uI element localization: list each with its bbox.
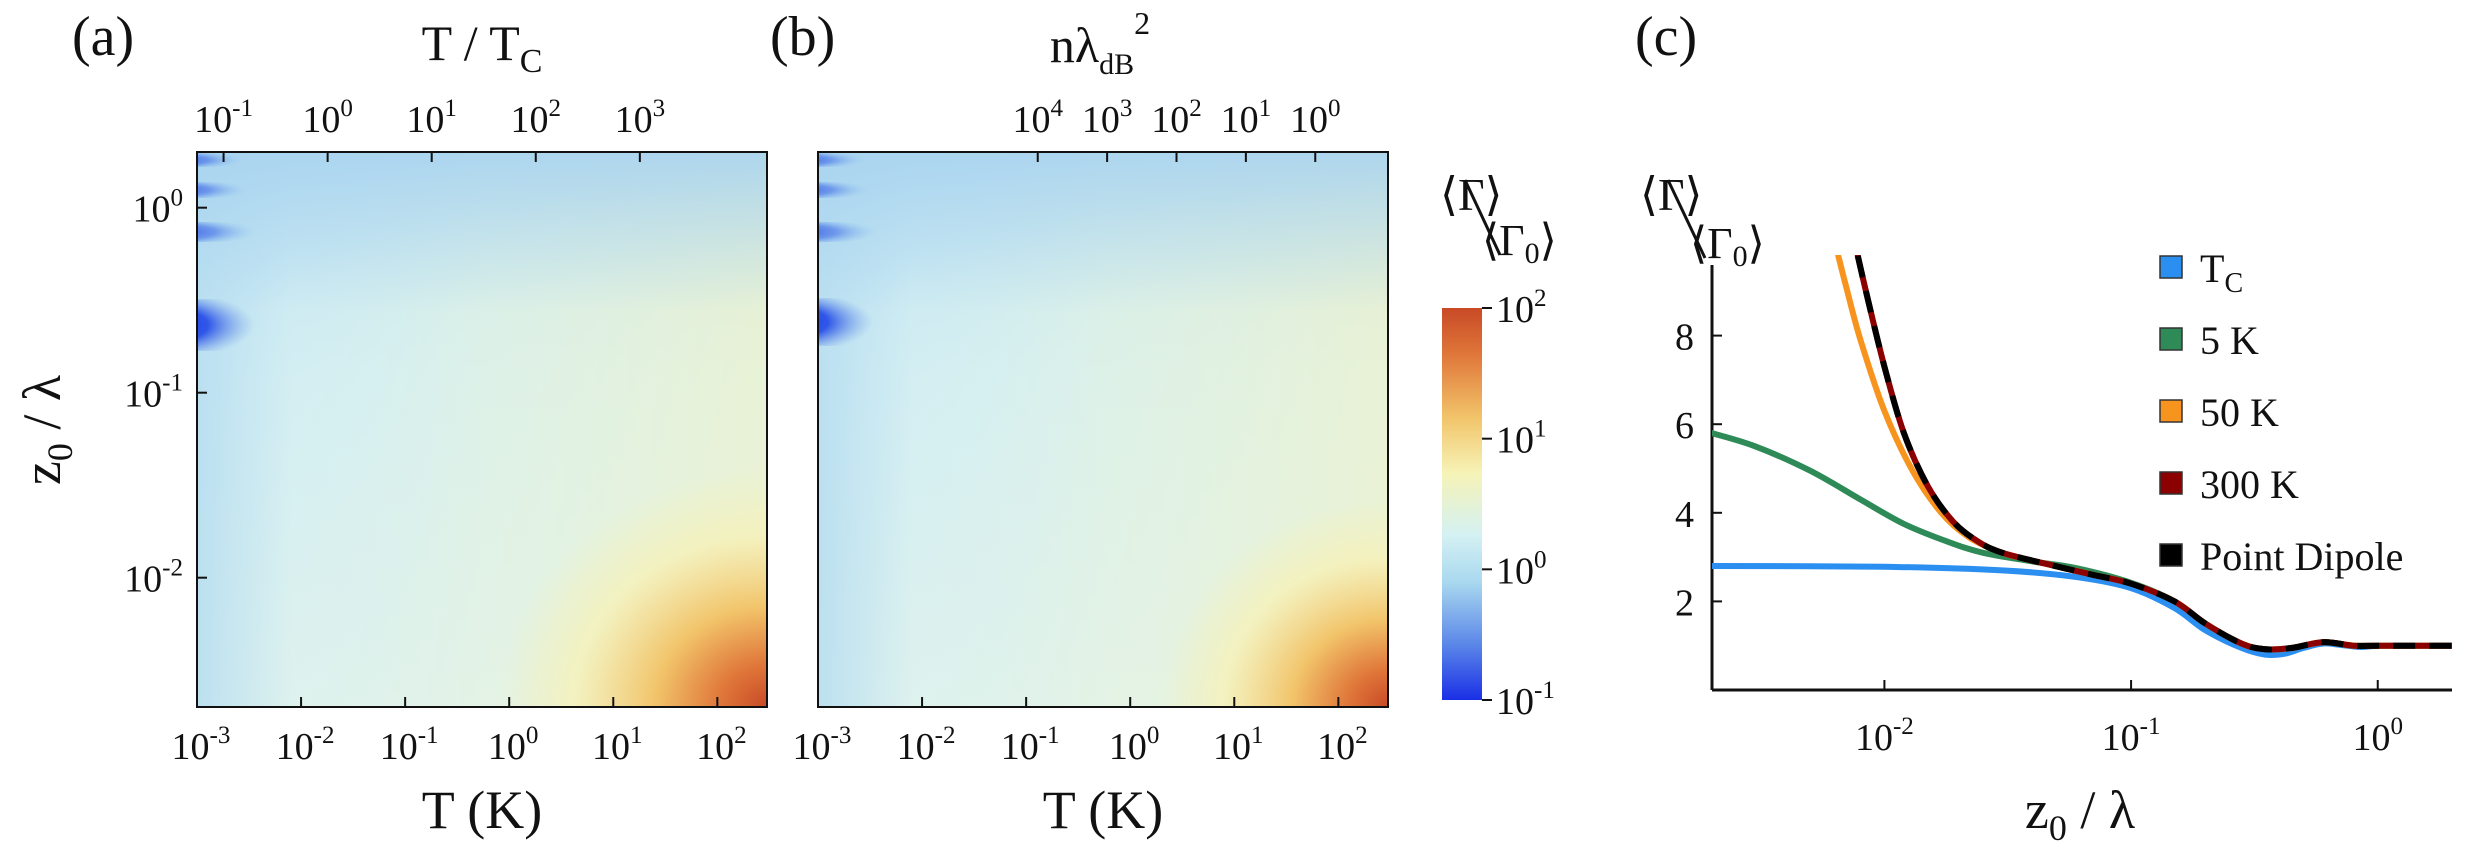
x-tick-label: 10-2 — [897, 722, 956, 768]
y-tick-label: 10-1 — [124, 370, 183, 416]
y-axis-label-c-denominator: ⟨Γ0⟩ — [1690, 219, 1765, 273]
colorbar-ticks: 102 101 100 10-1 — [1482, 285, 1555, 723]
panel-label-c: (c) — [1635, 6, 1697, 68]
plot-frame — [196, 151, 768, 708]
x-tick-label-c: 10-1 — [2102, 713, 2161, 759]
x-tick-label: 100 — [488, 722, 539, 768]
x-tick-label: 101 — [592, 722, 643, 768]
top-tick-label: 103 — [615, 95, 666, 141]
colorbar-label-slash — [1463, 179, 1502, 256]
y-tick-label-c: 8 — [1675, 317, 1694, 359]
top-tick-label: 102 — [1151, 95, 1202, 141]
x-ticks-b: 10-3 10-2 10-1 100 101 102 — [793, 151, 1389, 768]
top-tick-label: 102 — [511, 95, 562, 141]
panel-label-a: (a) — [72, 6, 134, 68]
x-tick-label-c: 10-2 — [1855, 713, 1914, 759]
heatmap-b — [818, 152, 1388, 707]
heatmap-a — [197, 152, 767, 707]
legend-label: TC — [2200, 246, 2243, 299]
y-tick-label-c: 6 — [1675, 405, 1694, 447]
legend-swatch — [2159, 543, 2183, 567]
top-tick-label: 101 — [1221, 95, 1272, 141]
series-line-300-k — [1854, 255, 2452, 653]
colorbar-tick-label: 10-1 — [1496, 677, 1555, 723]
y-tick-label-c: 2 — [1675, 582, 1694, 624]
colorbar-tick-label: 101 — [1496, 416, 1547, 462]
legend-label: Point Dipole — [2200, 534, 2403, 579]
x-tick-label: 10-3 — [172, 722, 231, 768]
top-ticks-a: 10-1 100 101 102 103 — [194, 95, 665, 162]
x-axis-label-a: T (K) — [422, 780, 542, 840]
x-tick-label: 10-3 — [793, 722, 852, 768]
x-tick-label: 10-1 — [1001, 722, 1060, 768]
x-tick-label: 10-1 — [380, 722, 439, 768]
legend-label: 50 K — [2200, 390, 2279, 435]
top-tick-label: 100 — [1290, 95, 1341, 141]
panel-a: (a) 10-3 10-2 10-1 100 101 102 10-1 100 101 102 1… — [12, 6, 768, 840]
top-tick-label: 100 — [302, 95, 353, 141]
top-axis-label-b: nλdB2 — [1050, 5, 1150, 81]
x-tick-label: 100 — [1109, 722, 1160, 768]
legend-swatch — [2159, 327, 2183, 351]
colorbar-gradient — [1442, 308, 1482, 700]
plot-frame — [817, 151, 1389, 708]
lines-c — [1712, 255, 2452, 659]
legend-c: TC 5 K 50 K 300 K Point Dipole — [2159, 246, 2403, 579]
legend-label: 300 K — [2200, 462, 2299, 507]
series-line-point-dipole — [1854, 255, 2452, 653]
y-axis-label-a: z0 / λ — [12, 375, 80, 485]
colorbar-tick-label: 100 — [1496, 546, 1547, 592]
x-tick-label: 10-2 — [276, 722, 335, 768]
x-axis-label-b: T (K) — [1043, 780, 1163, 840]
panel-b: (b) 10-3 10-2 10-1 100 101 102 104 103 102 101 10… — [770, 5, 1557, 840]
x-tick-label: 102 — [1317, 722, 1368, 768]
top-tick-label: 10-1 — [194, 95, 253, 141]
y-ticks-a: 100 10-1 10-2 — [124, 185, 207, 601]
x-ticks-c: 10-2 10-1 100 — [1855, 680, 2403, 759]
top-axis-label-a: T / TC — [422, 15, 543, 80]
x-tick-label: 101 — [1213, 722, 1264, 768]
panel-c: (c) 2 4 6 8 10-2 10-1 100 TC 5 K 50 K 300 K Point… — [1635, 6, 2452, 848]
x-axis-label-c: z0 / λ — [2025, 780, 2135, 848]
x-tick-label-c: 100 — [2352, 713, 2403, 759]
y-tick-label-c: 4 — [1675, 494, 1694, 536]
y-ticks-c: 2 4 6 8 — [1675, 317, 1722, 624]
x-tick-label: 102 — [696, 722, 747, 768]
legend-swatch — [2159, 399, 2183, 423]
legend-label: 5 K — [2200, 318, 2259, 363]
y-axis-label-c-slash — [1666, 179, 1707, 259]
x-ticks-a: 10-3 10-2 10-1 100 101 102 — [172, 151, 768, 768]
y-tick-label: 100 — [132, 185, 183, 231]
top-tick-label: 103 — [1082, 95, 1133, 141]
legend-swatch — [2159, 255, 2183, 279]
y-tick-label: 10-2 — [124, 555, 183, 601]
top-tick-label: 104 — [1012, 95, 1063, 141]
colorbar-tick-label: 102 — [1496, 285, 1547, 331]
legend-swatch — [2159, 471, 2183, 495]
colorbar-label-denominator: ⟨Γ0⟩ — [1482, 216, 1557, 270]
panel-label-b: (b) — [770, 6, 835, 68]
y-axis-label-c-numerator: ⟨Γ⟩ — [1640, 169, 1703, 220]
top-tick-label: 101 — [406, 95, 457, 141]
top-ticks-b: 104 103 102 101 100 — [1012, 95, 1341, 162]
